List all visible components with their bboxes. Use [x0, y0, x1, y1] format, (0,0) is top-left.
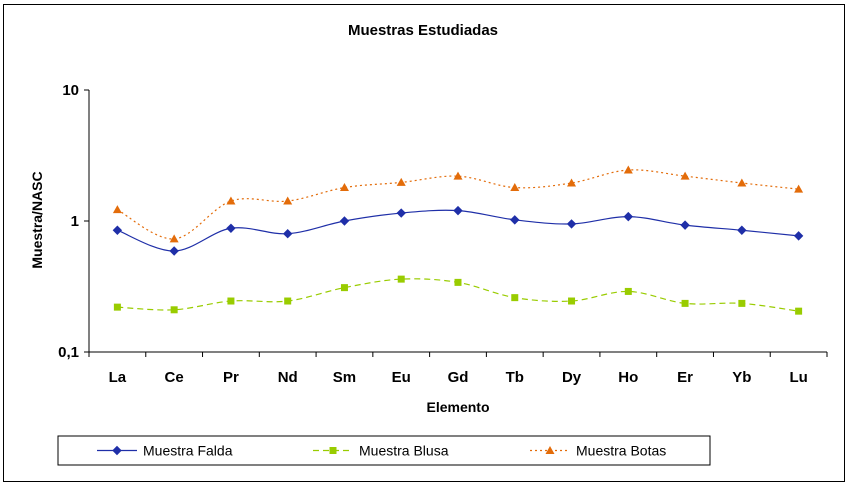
- data-point: [566, 219, 577, 229]
- legend-label: Muestra Falda: [143, 443, 233, 459]
- data-point: [396, 208, 406, 218]
- chart-title: Muestras Estudiadas: [348, 22, 498, 39]
- data-point: [511, 294, 519, 302]
- series-1: [113, 275, 803, 315]
- x-tick-label: Sm: [333, 369, 356, 386]
- legend: Muestra Falda Muestra Blusa Muestra Botas: [57, 435, 711, 466]
- legend-marker: [545, 446, 555, 454]
- axes: 0,1 1 10 La Ce Pr Nd Sm Eu Gd Tb Dy Ho Er Yb Lu: [58, 82, 828, 386]
- data-point: [170, 306, 178, 314]
- data-point: [112, 205, 122, 214]
- data-point: [227, 297, 235, 305]
- series-2: [112, 165, 804, 243]
- x-axis-title: Elemento: [426, 399, 489, 415]
- x-tick-label: Gd: [448, 369, 469, 386]
- data-point: [397, 275, 405, 283]
- data-point: [340, 284, 348, 292]
- legend-box: [57, 435, 711, 466]
- data-point: [567, 178, 577, 187]
- data-point: [794, 184, 804, 193]
- data-point: [284, 297, 292, 305]
- data-point: [282, 228, 293, 239]
- legend-marker: [112, 445, 122, 456]
- data-point: [624, 287, 632, 295]
- series-0: [112, 205, 804, 256]
- x-tick-label: Eu: [392, 369, 411, 386]
- data-point: [623, 165, 633, 174]
- data-point: [112, 225, 123, 235]
- x-tick-label: Yb: [732, 369, 751, 386]
- y-tick-label: 0,1: [58, 344, 79, 361]
- series-line: [117, 209, 799, 252]
- data-point: [283, 196, 293, 205]
- legend-entry: Muestra Blusa: [313, 443, 449, 459]
- plot-area: [112, 165, 804, 315]
- data-point: [737, 178, 747, 187]
- data-point: [510, 215, 520, 225]
- data-point: [737, 225, 747, 235]
- data-point: [510, 183, 520, 192]
- legend-label: Muestra Blusa: [359, 443, 449, 459]
- x-tick-label: Ce: [165, 369, 184, 386]
- series-line: [117, 169, 799, 240]
- data-point: [568, 297, 576, 305]
- x-tick-label: La: [109, 369, 127, 386]
- data-point: [681, 299, 689, 307]
- data-point: [793, 231, 804, 241]
- legend-label: Muestra Botas: [576, 443, 666, 459]
- x-tick-label: Lu: [789, 369, 807, 386]
- data-point: [680, 171, 690, 180]
- data-point: [396, 177, 406, 186]
- data-point: [453, 171, 463, 180]
- legend-entry: Muestra Botas: [530, 443, 666, 459]
- data-point: [454, 278, 462, 286]
- data-point: [339, 183, 349, 192]
- y-axis-title: Muestra/NASC: [29, 171, 45, 268]
- y-tick-label: 10: [62, 82, 79, 99]
- data-point: [113, 303, 121, 311]
- legend-marker: [329, 447, 337, 454]
- data-point: [623, 211, 634, 222]
- data-point: [226, 223, 236, 233]
- x-tick-label: Ho: [618, 369, 638, 386]
- legend-entry: Muestra Falda: [97, 443, 233, 459]
- data-point: [795, 307, 803, 315]
- x-tick-label: Tb: [506, 369, 524, 386]
- data-point: [226, 196, 236, 205]
- data-point: [169, 246, 179, 256]
- data-point: [738, 299, 746, 307]
- x-tick-label: Pr: [223, 369, 239, 386]
- x-tick-label: Nd: [278, 369, 298, 386]
- x-tick-label: Er: [677, 369, 693, 386]
- data-point: [680, 220, 690, 230]
- data-point: [169, 234, 179, 243]
- data-point: [339, 216, 350, 226]
- x-tick-label: Dy: [562, 369, 582, 386]
- y-tick-label: 1: [71, 213, 79, 230]
- data-point: [453, 205, 463, 216]
